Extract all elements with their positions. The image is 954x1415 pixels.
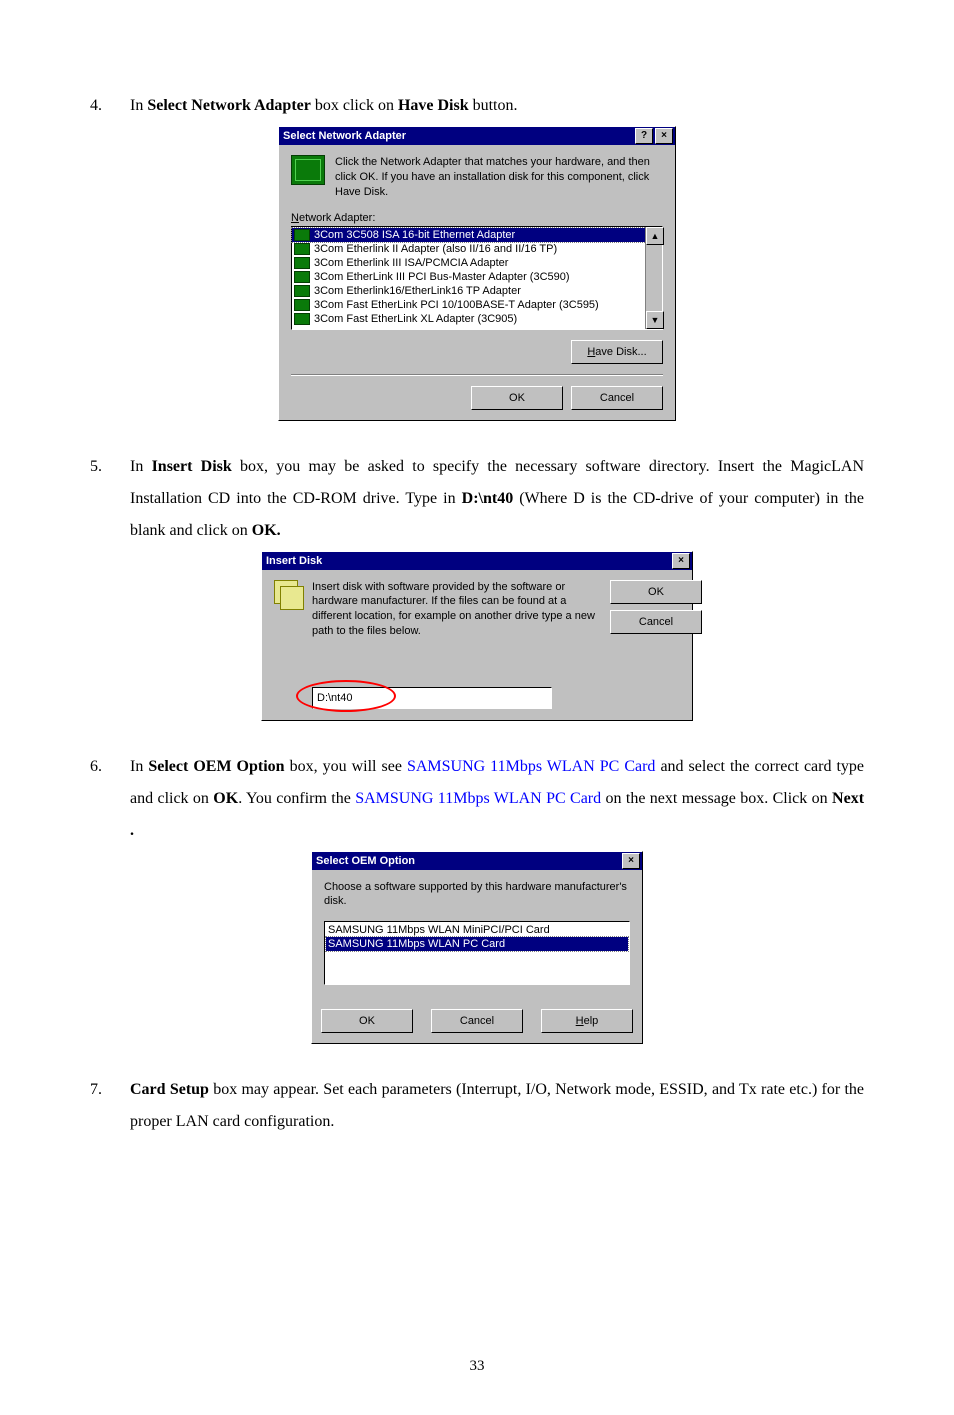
dialog-description: Click the Network Adapter that matches y… — [335, 155, 663, 200]
step6-text: In Select OEM Option box, you will see S… — [130, 751, 864, 847]
list-item[interactable]: SAMSUNG 11Mbps WLAN MiniPCI/PCI Card — [326, 923, 628, 937]
cancel-button[interactable]: Cancel — [610, 610, 702, 634]
list-item[interactable]: 3Com 3C508 ISA 16-bit Ethernet Adapter — [292, 228, 646, 242]
disk-icon — [274, 580, 302, 608]
scroll-down-icon[interactable]: ▼ — [646, 311, 664, 329]
list-item[interactable]: SAMSUNG 11Mbps WLAN PC Card — [326, 937, 628, 951]
list-item[interactable]: 3Com Etherlink II Adapter (also II/16 an… — [292, 242, 646, 256]
dialog-title: Insert Disk — [264, 555, 670, 567]
oem-option-listbox[interactable]: SAMSUNG 11Mbps WLAN MiniPCI/PCI Card SAM… — [324, 921, 630, 985]
nic-icon — [294, 271, 310, 283]
close-icon[interactable]: × — [655, 128, 673, 144]
cancel-button[interactable]: Cancel — [571, 386, 663, 410]
scroll-up-icon[interactable]: ▲ — [646, 227, 664, 245]
path-input[interactable]: D:\nt40 — [312, 687, 552, 709]
step4-number: 4. — [90, 90, 130, 122]
step7-text: Card Setup box may appear. Set each para… — [130, 1074, 864, 1138]
list-item[interactable]: 3Com Etherlink16/EtherLink16 TP Adapter — [292, 284, 646, 298]
help-button[interactable]: Help — [541, 1009, 633, 1033]
dialog-description: Choose a software supported by this hard… — [324, 880, 630, 910]
insert-disk-dialog: Insert Disk × Insert disk with software … — [261, 551, 693, 721]
step6-number: 6. — [90, 751, 130, 783]
step4-text: In Select Network Adapter box click on H… — [130, 90, 864, 122]
cancel-button[interactable]: Cancel — [431, 1009, 523, 1033]
step5-number: 5. — [90, 451, 130, 483]
network-adapter-listbox[interactable]: 3Com 3C508 ISA 16-bit Ethernet Adapter 3… — [291, 226, 663, 330]
adapter-list-label: Network Adapter: — [291, 212, 663, 224]
select-oem-option-dialog: Select OEM Option × Choose a software su… — [311, 851, 643, 1045]
dialog-title: Select OEM Option — [314, 855, 620, 867]
dialog-description: Insert disk with software provided by th… — [312, 580, 600, 639]
page-number: 33 — [90, 1358, 864, 1375]
list-item[interactable]: 3Com Etherlink III ISA/PCMCIA Adapter — [292, 256, 646, 270]
select-network-adapter-dialog: Select Network Adapter ? × Click the Net… — [278, 126, 676, 421]
scrollbar[interactable]: ▲ ▼ — [645, 227, 662, 329]
nic-icon — [294, 257, 310, 269]
close-icon[interactable]: × — [622, 853, 640, 869]
nic-icon — [294, 285, 310, 297]
dialog-titlebar: Select Network Adapter ? × — [279, 127, 675, 145]
help-icon[interactable]: ? — [635, 128, 653, 144]
ok-button[interactable]: OK — [610, 580, 702, 604]
dialog-titlebar: Select OEM Option × — [312, 852, 642, 870]
dialog-titlebar: Insert Disk × — [262, 552, 692, 570]
nic-icon — [294, 313, 310, 325]
have-disk-button[interactable]: Have Disk... — [571, 340, 663, 364]
nic-icon — [294, 243, 310, 255]
network-adapter-icon — [291, 155, 325, 185]
nic-icon — [294, 299, 310, 311]
list-item[interactable]: 3Com Fast EtherLink XL Adapter (3C905) — [292, 312, 646, 326]
ok-button[interactable]: OK — [321, 1009, 413, 1033]
step5-text: In Insert Disk box, you may be asked to … — [130, 451, 864, 547]
step7-number: 7. — [90, 1074, 130, 1106]
list-item[interactable]: 3Com EtherLink III PCI Bus-Master Adapte… — [292, 270, 646, 284]
ok-button[interactable]: OK — [471, 386, 563, 410]
dialog-title: Select Network Adapter — [281, 130, 633, 142]
list-item[interactable]: 3Com Fast EtherLink PCI 10/100BASE-T Ada… — [292, 298, 646, 312]
nic-icon — [294, 229, 310, 241]
close-icon[interactable]: × — [672, 553, 690, 569]
